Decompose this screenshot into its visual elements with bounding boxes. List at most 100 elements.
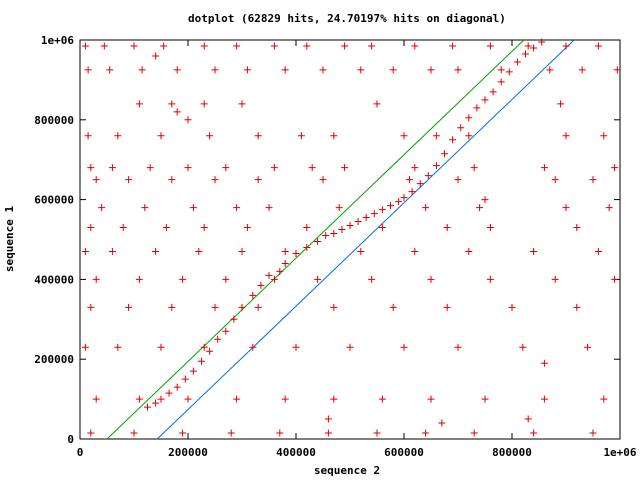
hit-point-136 bbox=[135, 395, 143, 403]
y-tick-label-2: 400000 bbox=[34, 273, 74, 286]
hit-point-89 bbox=[443, 224, 451, 232]
hit-point-19 bbox=[173, 66, 181, 74]
diagonal-hit-point-35 bbox=[432, 162, 440, 170]
hit-point-87 bbox=[303, 224, 311, 232]
hit-point-95 bbox=[195, 247, 203, 255]
diagonal-hit-point-29 bbox=[387, 202, 394, 210]
hit-point-125 bbox=[114, 343, 122, 351]
hit-point-99 bbox=[411, 247, 419, 255]
y-axis: 0 200000 400000 600000 800000 1e+06 bbox=[34, 34, 620, 446]
diagonal-hit-point-8 bbox=[206, 347, 214, 355]
diagonal-hit-point-14 bbox=[257, 281, 265, 289]
y-tick-label-3: 600000 bbox=[34, 194, 74, 207]
diagonal-hit-point-11 bbox=[230, 315, 238, 323]
hit-point-90 bbox=[486, 224, 494, 232]
hit-point-101 bbox=[530, 247, 538, 255]
diagonal-hit-point-24 bbox=[346, 222, 354, 230]
diagonal-hit-point-0 bbox=[144, 403, 151, 411]
diagonal-hit-point-48 bbox=[538, 38, 546, 46]
hit-point-112 bbox=[551, 275, 559, 283]
hit-point-62 bbox=[92, 176, 100, 184]
diagonal-hit-point-38 bbox=[457, 124, 465, 132]
hit-point-69 bbox=[454, 176, 462, 184]
hit-point-16 bbox=[84, 66, 92, 74]
hit-point-154 bbox=[470, 429, 478, 437]
diagonal-hit-point-31 bbox=[400, 194, 408, 202]
hit-point-144 bbox=[540, 395, 548, 403]
hit-point-156 bbox=[589, 429, 597, 437]
hit-point-67 bbox=[319, 176, 327, 184]
hit-point-137 bbox=[184, 395, 192, 403]
chart-title: dotplot (62829 hits, 24.70197% hits on d… bbox=[188, 12, 506, 25]
hit-point-42 bbox=[254, 132, 262, 140]
hit-point-40 bbox=[157, 132, 165, 140]
diagonal-hit-point-30 bbox=[395, 198, 403, 206]
hit-point-139 bbox=[281, 395, 289, 403]
hit-point-118 bbox=[254, 303, 262, 311]
diagonal-hit-point-20 bbox=[314, 237, 322, 245]
hit-point-117 bbox=[211, 303, 219, 311]
hit-point-109 bbox=[368, 275, 376, 283]
diagonal-hit-point-42 bbox=[489, 88, 497, 96]
hit-point-25 bbox=[389, 66, 397, 74]
hit-point-114 bbox=[87, 303, 95, 311]
hit-point-31 bbox=[613, 66, 621, 74]
y-tick-label-4: 800000 bbox=[34, 114, 74, 127]
hit-point-12 bbox=[486, 42, 494, 50]
diagonal-hit-point-46 bbox=[522, 50, 529, 58]
hit-point-15 bbox=[594, 42, 602, 50]
diagonal-hit-point-16 bbox=[276, 267, 284, 275]
hit-point-46 bbox=[432, 132, 440, 140]
hit-point-96 bbox=[238, 247, 246, 255]
hit-point-26 bbox=[427, 66, 435, 74]
hit-point-135 bbox=[92, 395, 100, 403]
hit-point-133 bbox=[519, 343, 527, 351]
hit-point-1 bbox=[100, 42, 108, 50]
hit-point-164 bbox=[540, 359, 548, 367]
diagonal-hit-point-34 bbox=[424, 172, 432, 180]
hit-point-132 bbox=[454, 343, 462, 351]
hit-point-59 bbox=[470, 164, 478, 172]
x-tick-label-0: 0 bbox=[77, 446, 84, 459]
hit-point-35 bbox=[238, 100, 246, 108]
hit-point-65 bbox=[211, 176, 219, 184]
hit-point-107 bbox=[270, 275, 278, 283]
hit-point-49 bbox=[600, 132, 608, 140]
hit-point-148 bbox=[179, 429, 187, 437]
hit-point-21 bbox=[243, 66, 251, 74]
hit-point-76 bbox=[265, 204, 273, 212]
hit-point-83 bbox=[119, 224, 127, 232]
hit-point-64 bbox=[168, 176, 176, 184]
diagonal-hit-point-3 bbox=[165, 389, 173, 397]
hit-point-36 bbox=[373, 100, 381, 108]
hit-point-0 bbox=[81, 42, 89, 50]
plot-frame bbox=[79, 39, 621, 440]
x-tick-label-2: 400000 bbox=[276, 446, 316, 459]
hit-point-71 bbox=[589, 176, 597, 184]
hit-point-128 bbox=[249, 343, 257, 351]
hit-point-70 bbox=[551, 176, 559, 184]
hit-point-22 bbox=[281, 66, 289, 74]
diagonal-hit-point-10 bbox=[222, 327, 230, 335]
hit-point-55 bbox=[270, 164, 278, 172]
diagonal-hit-point-32 bbox=[408, 188, 416, 196]
diagonal-hit-point-9 bbox=[214, 335, 222, 343]
hit-point-106 bbox=[222, 275, 230, 283]
x-tick-label-4: 800000 bbox=[492, 446, 532, 459]
hit-point-124 bbox=[81, 343, 89, 351]
hit-point-14 bbox=[562, 42, 570, 50]
hit-point-142 bbox=[427, 395, 435, 403]
x-tick-label-3: 600000 bbox=[384, 446, 424, 459]
hit-point-41 bbox=[206, 132, 214, 140]
hit-point-37 bbox=[557, 100, 565, 108]
hit-point-13 bbox=[524, 42, 532, 50]
diagonal-hit-point-1 bbox=[152, 399, 160, 407]
diagonal-hit-point-17 bbox=[281, 259, 289, 267]
diagonal-hit-point-4 bbox=[173, 383, 181, 391]
hit-point-82 bbox=[87, 224, 95, 232]
diagonal-hit-point-12 bbox=[238, 303, 246, 311]
hit-point-54 bbox=[222, 164, 230, 172]
hit-point-74 bbox=[189, 204, 197, 212]
diagonal-hit-point-45 bbox=[513, 58, 521, 66]
hit-point-92 bbox=[81, 247, 89, 255]
